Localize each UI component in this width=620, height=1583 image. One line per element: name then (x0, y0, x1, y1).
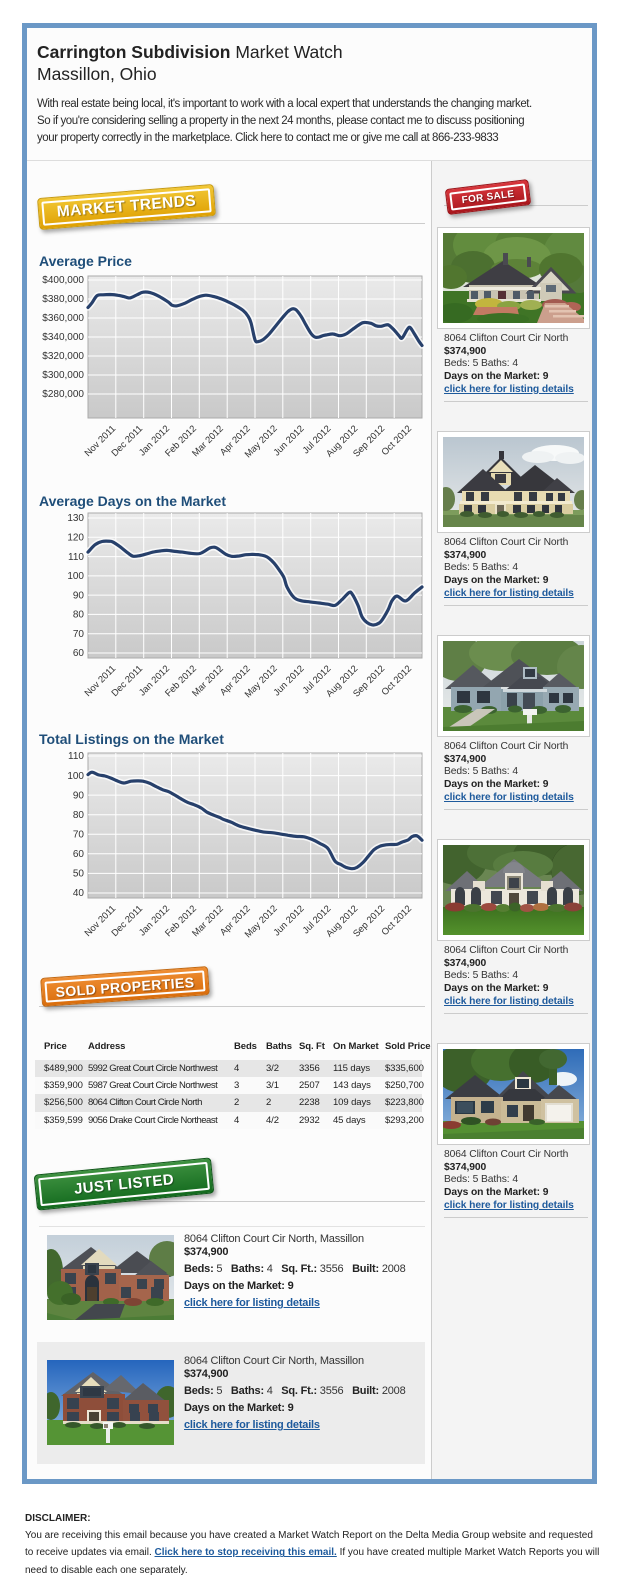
svg-text:$300,000: $300,000 (42, 370, 84, 381)
svg-text:$340,000: $340,000 (42, 332, 84, 343)
svg-text:90: 90 (73, 790, 85, 801)
svg-text:100: 100 (67, 771, 84, 782)
svg-text:40: 40 (73, 888, 85, 899)
svg-text:80: 80 (73, 810, 85, 821)
svg-text:80: 80 (73, 610, 85, 621)
svg-text:110: 110 (68, 552, 84, 563)
svg-text:90: 90 (73, 590, 85, 601)
svg-text:70: 70 (73, 629, 85, 640)
svg-text:70: 70 (73, 830, 85, 841)
svg-text:50: 50 (73, 869, 85, 880)
svg-text:110: 110 (68, 751, 84, 762)
svg-text:100: 100 (67, 571, 84, 582)
svg-text:130: 130 (67, 513, 84, 524)
svg-text:60: 60 (73, 648, 85, 659)
svg-text:$400,000: $400,000 (42, 275, 84, 286)
svg-text:120: 120 (67, 533, 84, 544)
svg-text:$380,000: $380,000 (42, 294, 84, 305)
svg-text:60: 60 (73, 849, 85, 860)
svg-text:$360,000: $360,000 (42, 313, 84, 324)
svg-text:$280,000: $280,000 (42, 389, 84, 400)
svg-text:$320,000: $320,000 (42, 351, 84, 362)
